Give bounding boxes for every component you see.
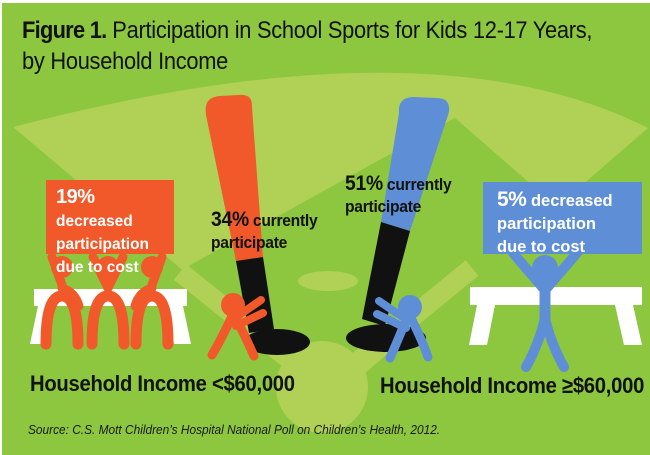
figure-arm	[234, 296, 265, 320]
top-border	[0, 0, 650, 3]
figure-title-line2: by Household Income	[22, 48, 229, 75]
figure-leg	[540, 313, 569, 372]
participate-percent: 34%	[211, 208, 249, 231]
orange-bat-barrel	[205, 94, 263, 262]
callout-text-line3: due to cost	[497, 238, 586, 256]
bench-right-leg	[615, 305, 642, 345]
bench-right	[469, 287, 642, 345]
pitcher-mound	[298, 271, 358, 291]
figure-title-line1: Participation in School Sports for Kids …	[112, 17, 593, 44]
bench-seat	[470, 287, 642, 305]
orange-bat-knob	[244, 329, 310, 355]
figure-arm	[542, 248, 582, 293]
figure-leg	[385, 315, 411, 363]
figure-arm	[375, 297, 408, 322]
figure-legs	[86, 290, 130, 350]
figure-head	[398, 295, 422, 319]
participate-text-line2: participate	[211, 233, 288, 252]
blue-batter-figure	[373, 295, 433, 363]
figure-legs	[130, 290, 174, 350]
participate-label-high-income: 51% currently participate	[345, 172, 452, 218]
callout-decreased-low-income: 19% decreased participation due to cost	[46, 180, 174, 276]
left-border	[0, 0, 2, 455]
orange-cheering-figures	[40, 252, 174, 350]
callout-text-line1: decreased	[56, 213, 133, 230]
source-citation: Source: C.S. Mott Children’s Hospital Na…	[28, 423, 441, 437]
figure-arm	[88, 252, 113, 293]
blue-cheering-figure	[508, 248, 582, 372]
blue-bat-barrel	[381, 97, 450, 231]
figure-number: Figure 1.	[22, 17, 107, 44]
category-label-high-income: Household Income ≥$60,000	[380, 373, 645, 398]
figure-head	[532, 255, 558, 281]
callout-text-line3: due to cost	[56, 259, 139, 276]
participate-percent: 51%	[345, 172, 383, 195]
callout-text-line2: participation	[497, 215, 597, 233]
callout-decreased-high-income: 5% decreased participation due to cost	[483, 182, 642, 256]
participate-label-low-income: 34% currently participate	[211, 208, 318, 254]
figure-legs	[40, 290, 84, 350]
figure-title: Figure 1. Participation in School Sports…	[22, 15, 592, 77]
category-label-low-income: Household Income <$60,000	[30, 371, 295, 396]
figure-arm	[103, 252, 128, 293]
blue-bat-handle	[362, 222, 410, 326]
participate-text-line1: currently	[252, 211, 318, 230]
figure-arm	[57, 283, 84, 311]
participate-text-line2: participate	[345, 197, 422, 216]
orange-batter-figure	[207, 293, 267, 361]
blue-bat	[346, 97, 450, 352]
figure-arm	[508, 248, 548, 293]
figure-arm	[147, 252, 167, 290]
callout-text-line2: participation	[56, 236, 150, 253]
callout-percent: 19%	[56, 186, 95, 208]
figure-arm	[130, 283, 157, 311]
home-plate-circle	[276, 341, 368, 433]
participate-text-line1: currently	[386, 175, 452, 194]
callout-percent: 5%	[497, 188, 527, 211]
figure-leg	[231, 313, 259, 361]
figure-leg	[407, 315, 433, 362]
figure-arm	[47, 252, 67, 290]
bench-left-leg	[469, 305, 495, 345]
figure-leg	[207, 311, 237, 360]
callout-text-line1: decreased	[530, 192, 613, 210]
